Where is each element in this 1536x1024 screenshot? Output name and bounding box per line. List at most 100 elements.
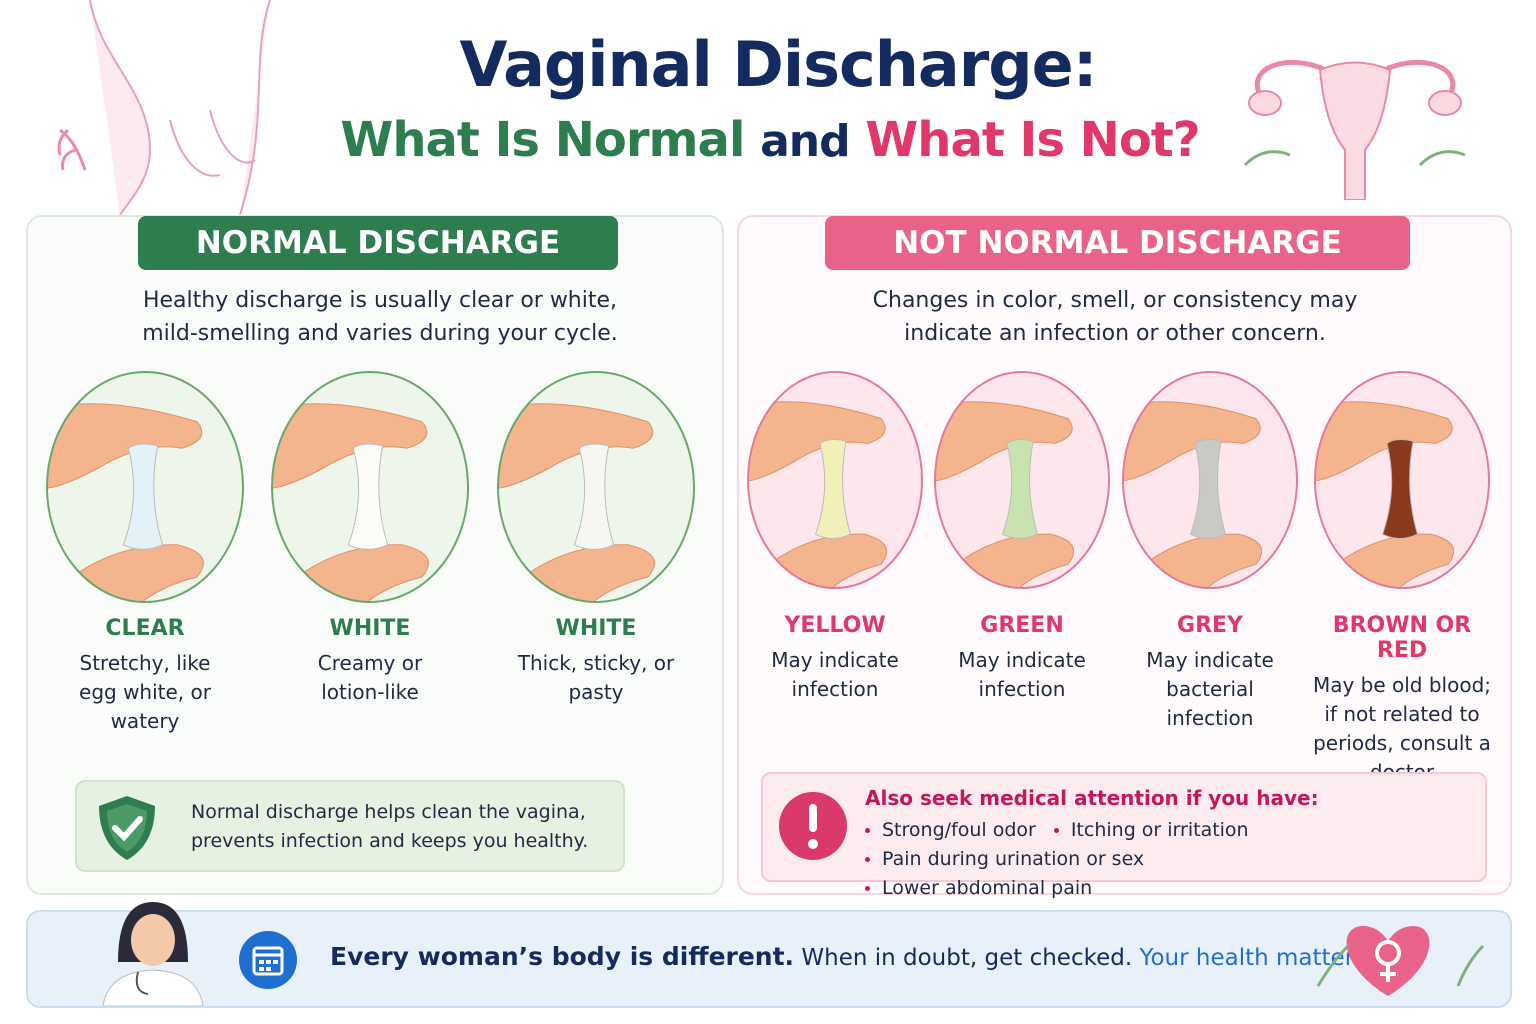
finger-top: [272, 403, 428, 489]
symptom: Strong/foul odor: [865, 816, 1036, 845]
finger-bottom: [498, 544, 655, 602]
swatch-illustration: [1314, 371, 1490, 589]
fingers: [748, 401, 888, 588]
alert-title: Also seek medical attention if you have:: [865, 786, 1319, 810]
fingers: [47, 403, 204, 602]
swatch-caption: BROWN OR RED May be old blood; if not rel…: [1312, 607, 1492, 787]
bullet: [865, 828, 870, 833]
not-normal-intro: Changes in color, smell, or consistency …: [872, 288, 1358, 346]
bullet: [865, 857, 870, 862]
discharge-strand: [347, 443, 389, 550]
normal-note: Normal discharge helps clean the vagina,…: [191, 801, 589, 852]
symptom-text: Lower abdominal pain: [882, 877, 1093, 899]
swatch-description: May indicate infection: [771, 648, 899, 701]
normal-note-box: Normal discharge helps clean the vagina,…: [75, 780, 625, 872]
symptom-text: Itching or irritation: [1070, 819, 1249, 841]
swatch-caption: GREY May indicate bacterial infection: [1120, 607, 1300, 733]
swatch-illustration: [1122, 371, 1298, 589]
footer-text: Every woman’s body is different. When in…: [330, 942, 1375, 971]
discharge-strand: [573, 443, 615, 550]
fingers: [272, 403, 429, 602]
finger-bottom: [935, 533, 1075, 588]
subtitle-and: and: [760, 116, 851, 167]
swatch-ring: [1122, 371, 1298, 589]
discharge-strand: [1001, 439, 1038, 539]
body-illustration: [57, 0, 271, 215]
alert-icon: [779, 792, 847, 860]
swatch-ring: [271, 371, 469, 603]
swatch-illustration: [747, 371, 923, 589]
swatch-caption: WHITE Thick, sticky, or pasty: [511, 610, 681, 707]
swatch-illustration: [497, 371, 695, 603]
discharge-strand: [814, 439, 851, 539]
swatch-description: Stretchy, like egg white, or watery: [79, 651, 211, 733]
swatch-description: Thick, sticky, or pasty: [517, 651, 675, 704]
finger-top: [935, 401, 1073, 482]
swatch-label: BROWN OR RED: [1332, 613, 1472, 663]
swatch-description: May indicate infection: [958, 648, 1086, 701]
finger-bottom: [272, 544, 429, 602]
swatch-label: WHITE: [555, 616, 637, 641]
fingers: [498, 403, 655, 602]
symptom: Lower abdominal pain: [865, 874, 1092, 903]
finger-top: [498, 403, 654, 489]
swatch-description: Creamy or lotion-like: [317, 651, 423, 704]
fingers: [1123, 401, 1263, 588]
swatch-description: May be old blood; if not related to peri…: [1312, 673, 1492, 784]
swatch-ring: [934, 371, 1110, 589]
finger-top: [1123, 401, 1261, 482]
swatch-label: CLEAR: [105, 616, 185, 641]
fingers: [1315, 401, 1455, 588]
finger-top: [748, 401, 886, 482]
swatch-caption: CLEAR Stretchy, like egg white, or watery: [60, 610, 230, 736]
swatch-label: GREEN: [980, 613, 1064, 638]
swatch-ring: [497, 371, 695, 603]
footer-body: When in doubt, get checked.: [801, 945, 1133, 971]
subtitle: What Is Normal and What Is Not?: [0, 112, 1536, 168]
swatch-ring: [46, 371, 244, 603]
swatch-caption: GREEN May indicate infection: [932, 607, 1112, 704]
symptom-text: Pain during urination or sex: [882, 848, 1145, 870]
swatch-ring: [1314, 371, 1490, 589]
swatch-description: May indicate bacterial infection: [1146, 648, 1274, 730]
fingers: [935, 401, 1075, 588]
finger-bottom: [748, 533, 888, 588]
title: Vaginal Discharge:: [459, 28, 1097, 101]
finger-bottom: [47, 544, 204, 602]
swatch-illustration: [46, 371, 244, 603]
not-normal-heading: NOT NORMAL DISCHARGE: [825, 216, 1410, 270]
finger-top: [47, 403, 203, 489]
swatch-label: YELLOW: [784, 613, 886, 638]
bullet: [865, 886, 870, 891]
subtitle-not-normal: What Is Not?: [865, 112, 1200, 168]
bullet: [1053, 828, 1059, 833]
swatch-illustration: [934, 371, 1110, 589]
swatch-illustration: [271, 371, 469, 603]
swatch-ring: [747, 371, 923, 589]
alert-box: Also seek medical attention if you have:…: [761, 772, 1487, 899]
shield-icon: [99, 796, 155, 860]
symptom-text: Strong/foul odor: [882, 819, 1036, 841]
heart-icon: [1316, 926, 1485, 996]
finger-bottom: [1123, 533, 1263, 588]
normal-heading: NORMAL DISCHARGE: [138, 216, 618, 270]
swatch-label: WHITE: [329, 616, 411, 641]
discharge-strand: [1381, 439, 1418, 539]
calendar-icon: [239, 931, 297, 989]
subtitle-normal: What Is Normal: [340, 112, 745, 168]
swatch-caption: WHITE Creamy or lotion-like: [285, 610, 455, 707]
discharge-strand: [1189, 439, 1226, 539]
swatch-caption: YELLOW May indicate infection: [745, 607, 925, 704]
finger-bottom: [1315, 533, 1455, 588]
normal-intro: Healthy discharge is usually clear or wh…: [142, 288, 618, 346]
footer: Every woman’s body is different. When in…: [26, 902, 1512, 1008]
symptom: Itching or irritation: [1053, 816, 1249, 845]
symptom: Pain during urination or sex: [865, 845, 1144, 874]
finger-top: [1315, 401, 1453, 482]
uterus-illustration: [1243, 59, 1466, 200]
alert-symptoms: Strong/foul odor Itching or irritation Pai…: [865, 816, 1365, 903]
swatch-label: GREY: [1177, 613, 1243, 638]
discharge-strand: [122, 443, 164, 550]
footer-emphasis: Every woman’s body is different.: [330, 942, 795, 971]
